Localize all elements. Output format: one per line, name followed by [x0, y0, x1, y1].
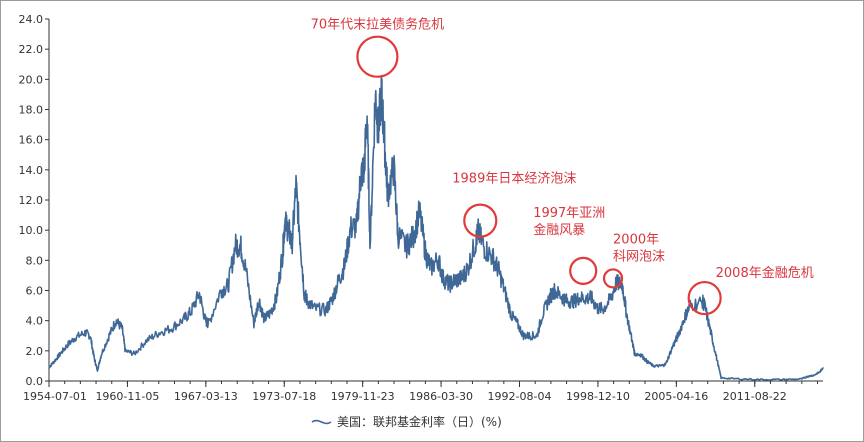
y-tick-label: 16.0	[19, 134, 44, 147]
x-tick-label: 2011-08-22	[723, 390, 787, 403]
x-tick-label: 1960-11-05	[95, 390, 159, 403]
legend-label: 美国：联邦基金利率（日）(%)	[337, 414, 502, 429]
x-tick-label: 1954-07-01	[23, 390, 87, 403]
legend-line-swatch	[311, 419, 332, 425]
y-tick-label: 2.0	[26, 345, 44, 358]
series-line-fed-funds-rate	[48, 75, 824, 381]
x-tick-label: 1998-12-10	[566, 390, 630, 403]
y-tick-label: 12.0	[19, 194, 44, 207]
crisis-annotations: 70年代末拉美债务危机 1989年日本经济泡沫 1997年亚洲金融风暴2000年科网…	[311, 17, 814, 316]
annotation-label: 2008年金融危机	[716, 265, 814, 281]
annotation-label: 70年代末拉美债务危机	[311, 17, 445, 33]
y-tick-label: 24.0	[19, 13, 44, 26]
y-tick-labels: 0.0 2.0 4.0 6.0 8.0 10.0 12.0 14.0 16.0 18.0 20.0 2…	[19, 13, 49, 388]
annotation-label: 1997年亚洲金融风暴	[533, 206, 605, 238]
y-tick-label: 6.0	[26, 285, 44, 298]
x-tick-label: 1967-03-13	[174, 390, 238, 403]
annotation-label: 1989年日本经济泡沫	[452, 172, 576, 187]
annotation-circle	[569, 256, 598, 285]
x-tick-labels: 1954-07-01 1960-11-05 1967-03-13 1973-07-18…	[23, 381, 818, 403]
x-tick-label: 1986-03-30	[409, 390, 473, 403]
y-tick-label: 22.0	[19, 43, 44, 56]
y-tick-label: 10.0	[19, 224, 44, 237]
x-tick-label: 1979-11-23	[331, 390, 395, 403]
x-tick-label: 1992-08-04	[488, 390, 552, 403]
y-tick-label: 18.0	[19, 104, 44, 117]
y-tick-label: 20.0	[19, 73, 44, 86]
y-tick-label: 8.0	[26, 254, 44, 267]
annotation-circle	[602, 268, 624, 289]
y-tick-label: 14.0	[19, 164, 44, 177]
annotation-circle	[356, 35, 399, 78]
legend: 美国：联邦基金利率（日）(%)	[311, 414, 502, 429]
x-tick-label: 1973-07-18	[252, 390, 316, 403]
annotation-label: 2000年科网泡沫	[613, 232, 665, 264]
annotation-circle	[687, 280, 722, 316]
y-tick-label: 0.0	[26, 375, 44, 388]
y-tick-label: 4.0	[26, 315, 44, 328]
chart-axes	[48, 19, 823, 382]
annotation-circle	[463, 203, 498, 238]
x-tick-label: 2005-04-16	[644, 390, 708, 403]
